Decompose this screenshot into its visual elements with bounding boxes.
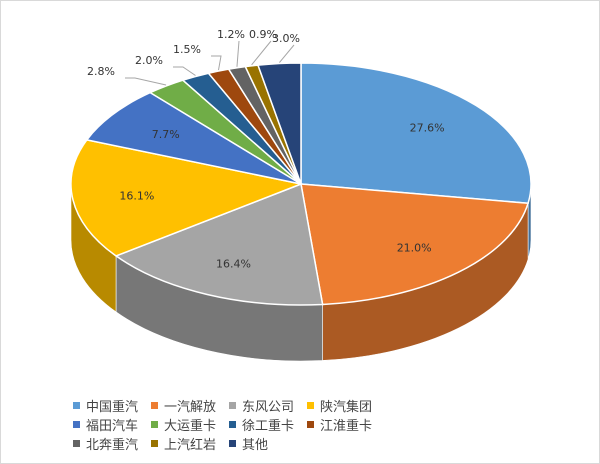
legend-item: 大运重卡 xyxy=(151,416,229,434)
data-label: 2.8% xyxy=(87,65,115,78)
data-label: 7.7% xyxy=(152,128,180,141)
legend-label: 中国重汽 xyxy=(86,400,139,415)
legend-label: 北奔重汽 xyxy=(86,438,139,453)
data-label: 0.9% xyxy=(249,28,277,41)
leader-line xyxy=(173,66,196,76)
legend-label: 大运重卡 xyxy=(164,419,217,434)
legend-label: 福田汽车 xyxy=(86,419,139,434)
legend-item: 其他 xyxy=(229,435,307,453)
legend-item: 上汽红岩 xyxy=(151,435,229,453)
legend-label: 其他 xyxy=(242,438,269,453)
legend-item: 福田汽车 xyxy=(73,416,151,434)
legend-label: 上汽红岩 xyxy=(164,438,217,453)
data-label: 16.1% xyxy=(119,189,154,202)
legend-swatch xyxy=(73,402,80,409)
slice-3[interactable] xyxy=(70,139,304,257)
slice-0[interactable] xyxy=(300,62,532,205)
legend-swatch xyxy=(151,402,158,409)
legend-item: 陕汽集团 xyxy=(307,397,397,415)
leader-line xyxy=(251,40,272,66)
legend-item: 徐工重卡 xyxy=(229,416,307,434)
legend-swatch xyxy=(73,440,80,447)
legend-label: 徐工重卡 xyxy=(242,419,295,434)
legend-label: 一汽解放 xyxy=(164,400,217,415)
leader-line xyxy=(236,40,240,67)
legend-swatch xyxy=(151,421,158,428)
legend-label: 江淮重卡 xyxy=(320,419,373,434)
pie-tops xyxy=(70,62,532,306)
legend: 中国重汽 一汽解放 东风公司 陕汽集团福田汽车 大运重卡 徐工重卡 江淮重卡北奔重汽 上汽红岩… xyxy=(73,397,397,453)
data-label: 1.5% xyxy=(173,43,201,56)
slice-1[interactable] xyxy=(300,183,530,306)
leader-line xyxy=(125,77,167,86)
legend-item: 北奔重汽 xyxy=(73,435,151,453)
data-label: 16.4% xyxy=(216,258,251,271)
leader-line xyxy=(211,55,222,71)
slice-4[interactable] xyxy=(85,91,302,185)
data-label: 27.6% xyxy=(410,122,445,135)
data-label: 3.0% xyxy=(272,32,300,45)
legend-swatch xyxy=(307,402,314,409)
legend-swatch xyxy=(307,421,314,428)
data-label: 1.2% xyxy=(217,28,245,41)
leader-line xyxy=(279,44,295,63)
data-label: 21.0% xyxy=(397,242,432,255)
legend-item: 一汽解放 xyxy=(151,397,229,415)
legend-swatch xyxy=(229,421,236,428)
legend-swatch xyxy=(151,440,158,447)
legend-swatch xyxy=(73,421,80,428)
slice-2[interactable] xyxy=(114,182,324,306)
legend-item: 江淮重卡 xyxy=(307,416,397,434)
legend-swatch xyxy=(229,440,236,447)
data-label: 2.0% xyxy=(135,54,163,67)
legend-item: 东风公司 xyxy=(229,397,307,415)
legend-item: 中国重汽 xyxy=(73,397,151,415)
slice-10[interactable] xyxy=(256,62,302,185)
legend-label: 陕汽集团 xyxy=(320,400,373,415)
legend-label: 东风公司 xyxy=(242,400,295,415)
legend-swatch xyxy=(229,402,236,409)
data-labels: 27.6% 21.0% 16.4% 16.1% 7.7% 2.8% 2.0% 1.5% 1.2%… xyxy=(87,28,445,271)
